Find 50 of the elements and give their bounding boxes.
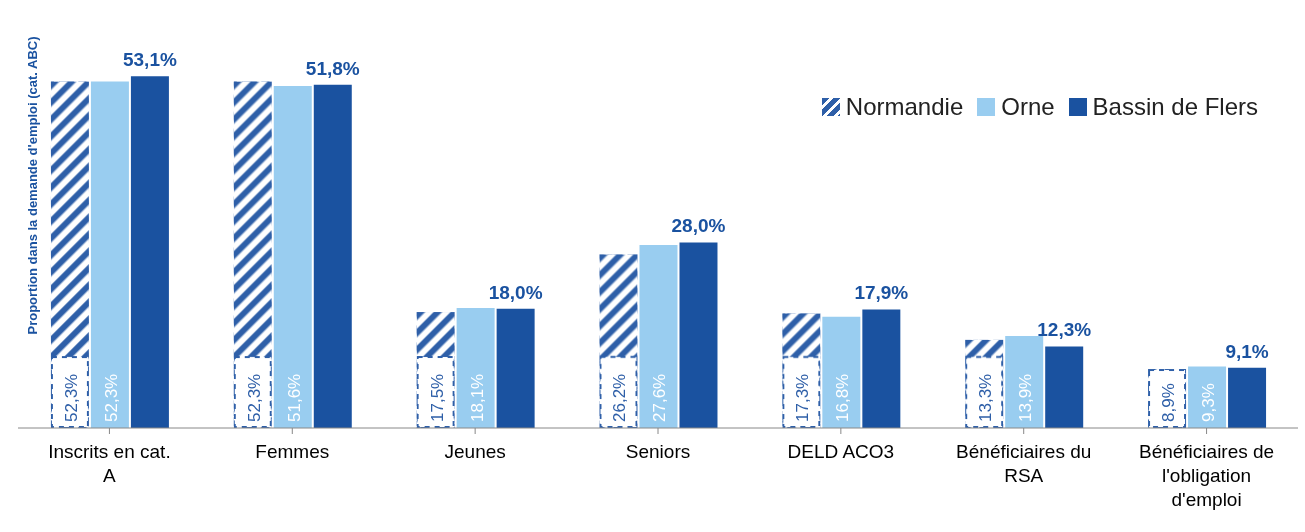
data-label: 18,1% bbox=[467, 373, 487, 422]
bar bbox=[1228, 367, 1267, 428]
bar bbox=[496, 308, 535, 428]
bar bbox=[862, 309, 901, 428]
data-label: 53,1% bbox=[122, 49, 177, 71]
data-label: 17,5% bbox=[427, 373, 447, 422]
data-label: 18,0% bbox=[488, 281, 543, 303]
data-label: 28,0% bbox=[671, 215, 726, 237]
bar bbox=[90, 81, 129, 428]
bar bbox=[313, 84, 352, 428]
data-label: 9,1% bbox=[1225, 340, 1269, 362]
data-label: 52,3% bbox=[244, 373, 264, 422]
legend-label: Orne bbox=[1000, 93, 1055, 121]
x-tick-label: DELD ACO3 bbox=[787, 441, 895, 462]
legend-label: Bassin de Flers bbox=[1091, 93, 1258, 121]
data-label: 17,3% bbox=[793, 373, 813, 422]
data-label: 16,8% bbox=[833, 373, 853, 422]
data-label: 13,3% bbox=[976, 373, 996, 422]
bar bbox=[130, 76, 169, 428]
bar bbox=[1045, 346, 1084, 428]
data-label: 52,3% bbox=[101, 373, 121, 422]
data-label: 9,3% bbox=[1199, 383, 1219, 422]
x-tick-label: Bénéficiaires de l'obligation d'emploi bbox=[1138, 441, 1275, 510]
bar bbox=[456, 308, 495, 428]
bar bbox=[822, 316, 861, 428]
bar bbox=[233, 81, 272, 428]
bar bbox=[273, 86, 312, 428]
y-axis-title: Proportion dans la demande d'emploi (cat. ABC) bbox=[24, 35, 40, 337]
x-tick-label: Jeunes bbox=[444, 441, 506, 462]
data-label: 52,3% bbox=[61, 373, 81, 422]
x-tick-label: Seniors bbox=[625, 441, 691, 462]
data-label: 51,6% bbox=[284, 373, 304, 422]
data-label: 51,8% bbox=[305, 57, 360, 79]
data-label: 17,9% bbox=[854, 282, 909, 304]
bar bbox=[599, 254, 638, 428]
legend-label: Normandie bbox=[844, 93, 964, 121]
bar bbox=[965, 339, 1004, 428]
bar bbox=[639, 245, 678, 428]
x-tick-label: Femmes bbox=[255, 441, 330, 462]
bar bbox=[50, 81, 89, 428]
x-tick-label: Bénéficiaires du RSA bbox=[956, 441, 1092, 486]
data-label: 8,9% bbox=[1159, 383, 1179, 422]
data-label: 12,3% bbox=[1037, 319, 1092, 341]
bar bbox=[416, 312, 455, 428]
x-tick-label: Inscrits en cat. A bbox=[48, 441, 171, 486]
bar bbox=[679, 242, 718, 428]
data-label: 27,6% bbox=[650, 373, 670, 422]
data-label: 13,9% bbox=[1016, 373, 1036, 422]
bar bbox=[782, 313, 821, 428]
data-label: 26,2% bbox=[610, 373, 630, 422]
